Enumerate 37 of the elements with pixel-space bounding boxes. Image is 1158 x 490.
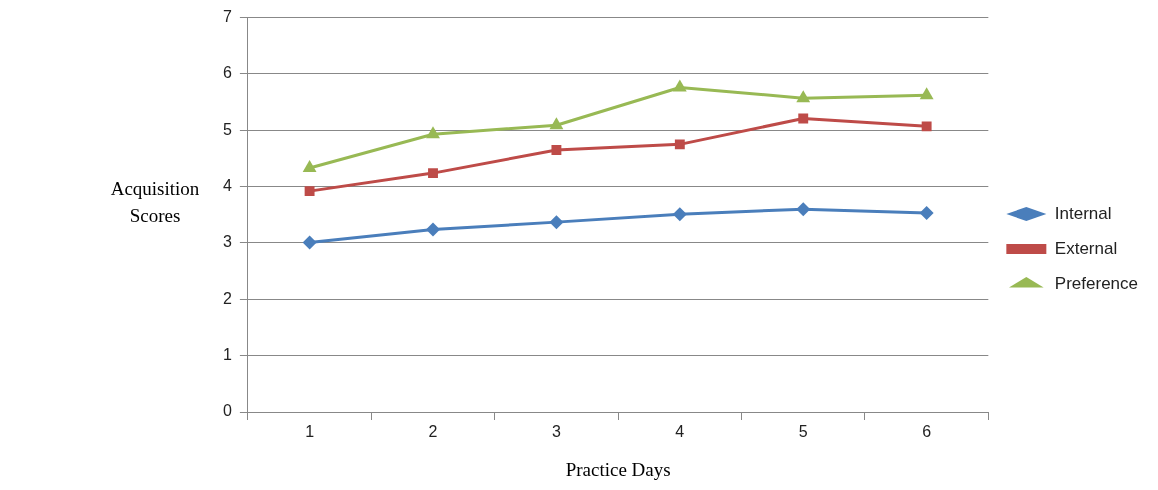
point <box>798 113 809 124</box>
x-tick-label: 6 <box>922 423 932 441</box>
y-tick-label: 6 <box>222 64 232 82</box>
point <box>672 207 687 222</box>
legend-label: External <box>1054 238 1118 258</box>
y-axis-title: Acquisition Scores <box>109 177 201 228</box>
point <box>428 168 438 179</box>
point <box>551 145 562 155</box>
point <box>672 79 687 92</box>
y-tick-label: 4 <box>222 177 232 195</box>
y-tick-label: 1 <box>222 346 232 364</box>
x-tick-label: 1 <box>305 423 315 441</box>
legend-label: Internal <box>1054 203 1112 223</box>
x-axis-title: Practice Days <box>565 458 671 480</box>
point <box>796 202 811 217</box>
y-tick-label: 2 <box>222 289 232 307</box>
y-tick-label: 3 <box>222 233 232 251</box>
y-tick-label: 7 <box>222 8 232 26</box>
point <box>674 139 685 150</box>
point <box>796 90 811 103</box>
point <box>426 126 440 139</box>
y-tick-label: 5 <box>222 120 232 138</box>
point <box>302 160 317 173</box>
x-tick-label: 3 <box>551 423 561 441</box>
point <box>921 121 932 132</box>
point <box>426 222 441 237</box>
x-tick-label: 4 <box>675 423 685 441</box>
point <box>549 117 564 130</box>
legend-label: Preference <box>1054 273 1139 293</box>
y-tick-label: 0 <box>222 402 232 420</box>
point <box>919 87 934 100</box>
point <box>304 186 315 197</box>
x-tick-label: 2 <box>428 423 438 441</box>
point <box>302 235 317 250</box>
x-tick-label: 5 <box>798 423 808 441</box>
point <box>549 215 564 230</box>
point <box>919 206 934 221</box>
